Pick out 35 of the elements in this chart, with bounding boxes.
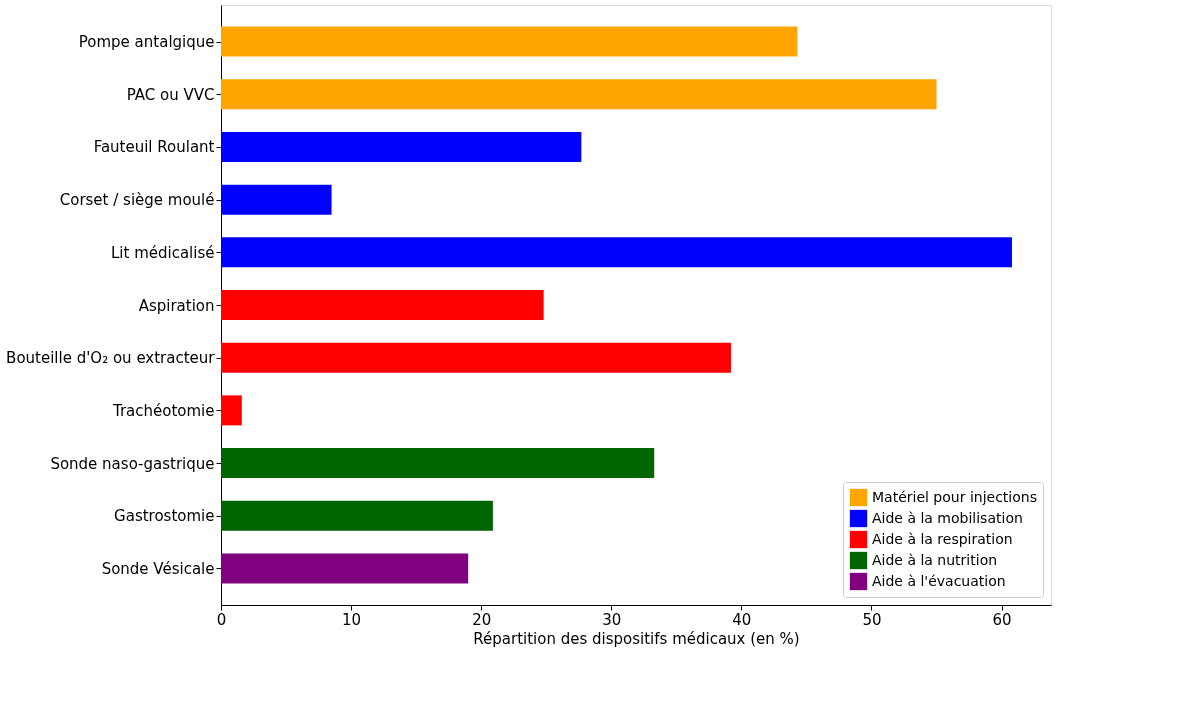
bar (221, 79, 937, 110)
y-tick-label: Lit médicalisé (110, 243, 215, 262)
bar (221, 500, 493, 531)
legend-label: Aide à la nutrition (872, 551, 998, 568)
y-tick-label: Pompe antalgique (78, 33, 215, 52)
y-tick-label: Bouteille d'O₂ ou extracteur (6, 349, 216, 368)
y-tick-label: Aspiration (138, 296, 215, 315)
bar (221, 26, 798, 57)
x-tick-label: 40 (732, 610, 752, 629)
x-tick-label: 30 (602, 610, 622, 629)
x-tick-label: 0 (216, 610, 227, 629)
x-tick-label: 10 (342, 610, 362, 629)
y-tick-label: Corset / siège moulé (59, 191, 215, 210)
bar (221, 448, 655, 479)
bar (221, 342, 731, 373)
x-axis-title: Répartition des dispositifs médicaux (en %) (473, 629, 800, 648)
bar (221, 131, 582, 162)
y-tick-label: Sonde Vésicale (101, 559, 215, 578)
bar (221, 395, 242, 426)
y-tick-label: PAC ou VVC (126, 85, 215, 104)
legend-label: Matériel pour injections (872, 488, 1037, 505)
bar (221, 237, 1012, 268)
x-tick-label: 60 (992, 610, 1012, 629)
y-tick-label: Fauteuil Roulant (93, 138, 215, 157)
x-tick-label: 50 (862, 610, 882, 629)
bar (221, 184, 332, 215)
y-tick-label: Gastrostomie (114, 507, 215, 526)
y-tick-label: Trachéotomie (111, 401, 215, 420)
bar (221, 290, 544, 320)
legend-label: Aide à l'évacuation (872, 572, 1006, 589)
bar (221, 553, 469, 584)
legend-label: Aide à la respiration (872, 530, 1013, 547)
y-tick-label: Sonde naso-gastrique (50, 454, 215, 473)
legend-label: Aide à la mobilisation (872, 509, 1023, 526)
x-tick-label: 20 (472, 610, 492, 629)
